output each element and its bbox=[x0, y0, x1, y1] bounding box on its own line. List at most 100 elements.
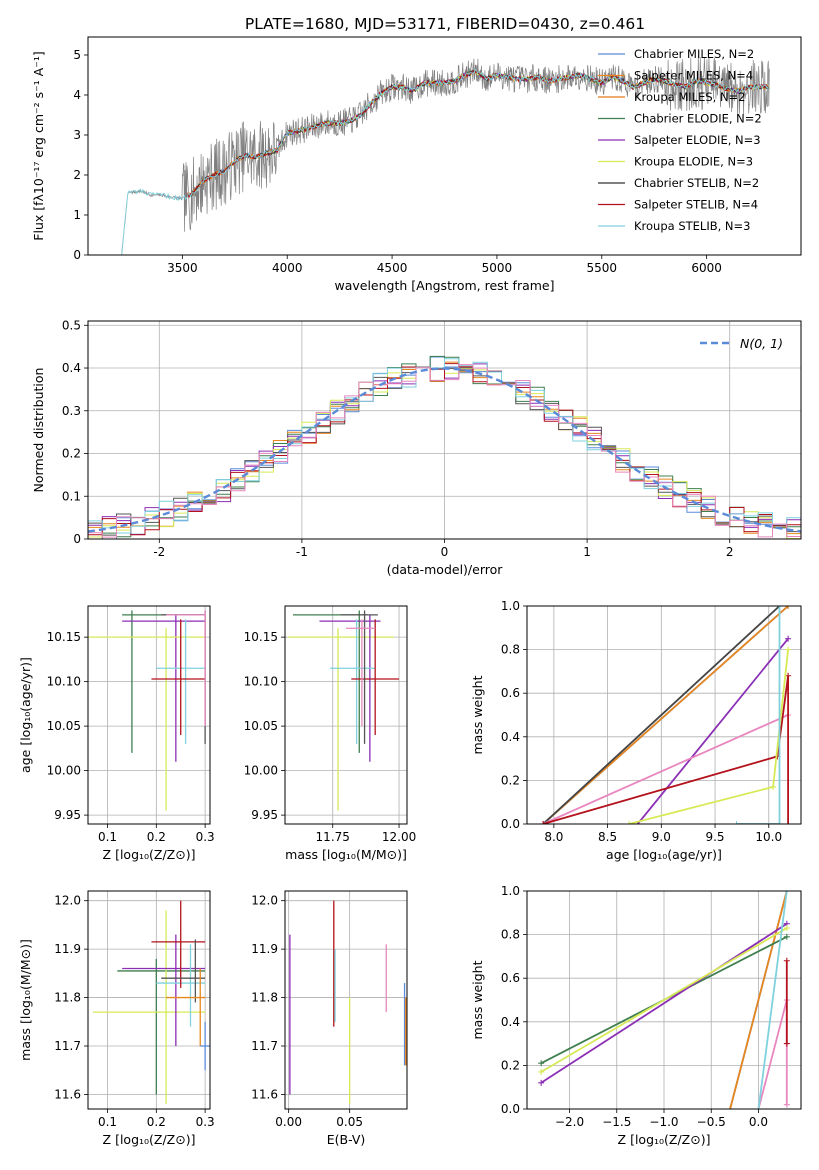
y-tick-label: 12.0 bbox=[54, 894, 81, 908]
weight-marker bbox=[776, 606, 783, 609]
weight-marker bbox=[783, 891, 790, 894]
weight-marker bbox=[785, 635, 792, 642]
weight-line-7 bbox=[757, 891, 788, 1109]
x-axis-label: E(B-V) bbox=[327, 1132, 366, 1147]
data-point-0 bbox=[117, 958, 206, 1095]
x-tick-label: 0 bbox=[441, 545, 449, 559]
y-tick-label: 0 bbox=[73, 532, 81, 546]
y-tick-label: 2 bbox=[73, 168, 81, 182]
y-tick-label: 0 bbox=[73, 248, 81, 262]
axes-frame bbox=[284, 605, 408, 825]
x-tick-label: 8.5 bbox=[598, 830, 617, 844]
weight-line-5 bbox=[542, 675, 789, 824]
data-point-0 bbox=[287, 628, 394, 811]
normal-curve bbox=[88, 367, 801, 533]
data-point-5 bbox=[340, 610, 378, 744]
data-point-4 bbox=[151, 900, 206, 988]
y-tick-label: 11.7 bbox=[251, 1039, 278, 1053]
x-tick-label: 8.0 bbox=[544, 830, 563, 844]
y-tick-label: 11.9 bbox=[251, 942, 278, 956]
data-point-6 bbox=[346, 619, 376, 727]
y-tick-label: 0.5 bbox=[62, 318, 81, 332]
y-tick-label: 10.00 bbox=[244, 764, 278, 778]
weight-marker bbox=[538, 1068, 545, 1075]
data-point-1 bbox=[122, 614, 206, 762]
x-axis-label: Z [log₁₀(Z/Z⊙)] bbox=[103, 847, 196, 862]
hist-line-6 bbox=[88, 363, 801, 536]
legend-label: Salpeter STELIB, N=4 bbox=[634, 198, 758, 212]
x-axis-label: mass [log₁₀(M/M⊙)] bbox=[285, 847, 407, 862]
x-axis-label: Z [log₁₀(Z/Z⊙)] bbox=[618, 1132, 711, 1147]
weight-marker bbox=[783, 1040, 790, 1047]
weight-line-5 bbox=[757, 999, 788, 1109]
x-tick-label: 3500 bbox=[167, 261, 198, 275]
y-tick-label: 9.95 bbox=[251, 808, 278, 822]
x-tick-label: -1 bbox=[296, 545, 308, 559]
y-tick-label: 11.8 bbox=[251, 991, 278, 1005]
y-tick-label: 0.8 bbox=[501, 928, 520, 942]
weight-line-1 bbox=[542, 606, 789, 824]
x-tick-label: 6000 bbox=[691, 261, 722, 275]
y-tick-label: 12.0 bbox=[251, 894, 278, 908]
axes-frame bbox=[87, 605, 211, 825]
legend-label: N(0, 1) bbox=[740, 336, 783, 351]
legend-label: Salpeter ELODIE, N=3 bbox=[634, 133, 761, 147]
weight-marker bbox=[538, 1060, 545, 1067]
x-tick-label: 1 bbox=[583, 545, 591, 559]
hist-line-2 bbox=[88, 355, 801, 539]
axes-frame bbox=[87, 890, 211, 1110]
weight-marker bbox=[755, 1106, 762, 1109]
y-tick-label: 0.6 bbox=[501, 686, 520, 700]
weight-line-4 bbox=[542, 714, 789, 824]
y-tick-label: 0.4 bbox=[501, 1015, 520, 1029]
y-tick-label: 10.15 bbox=[47, 630, 81, 644]
x-tick-label: 0.05 bbox=[336, 1115, 363, 1129]
plot-area bbox=[88, 610, 206, 811]
legend-label: Chabrier STELIB, N=2 bbox=[634, 176, 759, 190]
legend-label: Kroupa STELIB, N=3 bbox=[634, 219, 751, 233]
y-tick-label: 10.15 bbox=[244, 630, 278, 644]
y-tick-label: 0.3 bbox=[62, 404, 81, 418]
weight-line-2 bbox=[542, 606, 781, 824]
hist-line-8 bbox=[88, 364, 801, 538]
x-tick-label: 9.0 bbox=[652, 830, 671, 844]
x-axis-label: (data-model)/error bbox=[387, 562, 504, 577]
x-tick-label: 9.5 bbox=[705, 830, 724, 844]
y-tick-label: 10.05 bbox=[47, 719, 81, 733]
x-tick-label: 10.0 bbox=[755, 830, 782, 844]
y-axis-label: mass weight bbox=[470, 675, 485, 754]
x-tick-label: 5500 bbox=[587, 261, 618, 275]
plot-area bbox=[287, 610, 400, 811]
hist-line-5 bbox=[88, 366, 801, 536]
x-tick-label: 0.3 bbox=[196, 830, 215, 844]
data-point-5 bbox=[161, 610, 206, 744]
x-tick-label: 4500 bbox=[377, 261, 408, 275]
weight-marker bbox=[770, 783, 777, 790]
data-point-6 bbox=[166, 610, 206, 727]
plot-area bbox=[88, 355, 801, 539]
y-axis-label: Flux [fλ10⁻¹⁷ erg cm⁻² s⁻¹ A⁻¹] bbox=[31, 51, 46, 240]
data-point-7 bbox=[200, 1021, 210, 1071]
y-tick-label: 1 bbox=[73, 208, 81, 222]
panel-mass-vs-ebv: 0.00 0.05 11.6 11.7 11.8 11.9 12.0 E(B-V) bbox=[251, 890, 408, 1147]
weight-line-3 bbox=[637, 638, 789, 824]
x-tick-label: 5000 bbox=[482, 261, 513, 275]
y-tick-label: 0.2 bbox=[501, 1058, 520, 1072]
weight-marker bbox=[733, 821, 740, 824]
legend: Chabrier MILES, N=2 Salpeter MILES, N=4 Kr… bbox=[598, 47, 762, 233]
x-tick-label: 0.0 bbox=[749, 1115, 768, 1129]
y-tick-label: 10.10 bbox=[47, 675, 81, 689]
y-tick-label: 11.6 bbox=[54, 1087, 81, 1101]
y-tick-label: 10.00 bbox=[47, 764, 81, 778]
y-tick-label: 0.4 bbox=[62, 361, 81, 375]
axes-frame bbox=[87, 320, 802, 540]
y-tick-label: 11.8 bbox=[54, 991, 81, 1005]
data-point-2 bbox=[88, 628, 206, 811]
legend-label: Kroupa ELODIE, N=3 bbox=[634, 155, 753, 169]
x-axis-label: Z [log₁₀(Z/Z⊙)] bbox=[103, 1132, 196, 1147]
panel-residuals: -2 -1 0 1 2 0 0.1 0.2 0.3 0.4 0.5 (data-model)/erro… bbox=[31, 318, 802, 577]
y-axis-label: mass weight bbox=[470, 960, 485, 1039]
x-tick-label: 12.00 bbox=[382, 830, 416, 844]
data-point-4 bbox=[351, 619, 400, 736]
